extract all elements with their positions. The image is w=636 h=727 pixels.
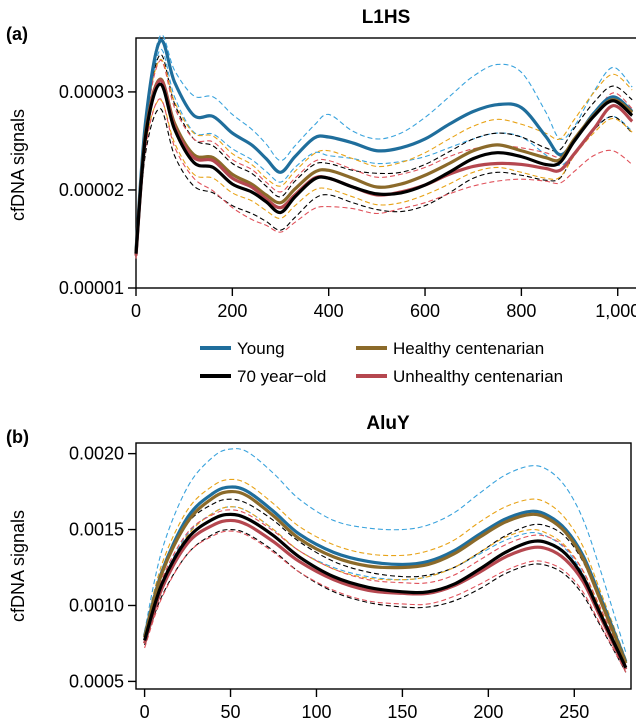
panel-a-ylabel: cfDNA signals xyxy=(8,109,28,221)
panel-b-band-lower-healthy-centenarian xyxy=(144,506,627,668)
panel-a-line-young xyxy=(134,38,634,251)
legend-item-young: Young xyxy=(200,339,285,358)
panel-b-plot-frame xyxy=(135,442,632,690)
panel-b-band-upper-healthy-centenarian xyxy=(144,478,627,659)
legend-label-unhealthy-centenarian: Unhealthy centenarian xyxy=(393,367,563,386)
panel-a-x-axis: 0 200 400 600 800 1,000 xyxy=(131,288,636,321)
panel-b-x-tick-label: 200 xyxy=(473,702,503,722)
panel-b-band-lower-young xyxy=(144,506,627,667)
panel-a-x-tick-label: 400 xyxy=(314,301,344,321)
panel-a-band-lower-70-year-old xyxy=(135,108,633,257)
panel-b-line-70-year-old xyxy=(143,512,628,669)
panel-a-band-lower-unhealthy-centenarian xyxy=(135,98,633,259)
panel-b-ylabel: cfDNA signals xyxy=(8,510,28,622)
panel-b-title: AluY xyxy=(366,413,410,434)
panel-b-label: (b) xyxy=(6,427,29,447)
legend-item-healthy-centenarian: Healthy centenarian xyxy=(356,339,544,358)
panel-a-label: (a) xyxy=(6,24,28,44)
panel-b-band-upper-unhealthy-centenarian xyxy=(144,509,627,665)
panel-a-line-70-year-old xyxy=(134,82,634,254)
panel-a-x-tick-label: 800 xyxy=(506,301,536,321)
panel-b-line-healthy-centenarian xyxy=(143,489,628,664)
legend-item-unhealthy-centenarian: Unhealthy centenarian xyxy=(356,367,563,386)
panel-a-y-tick-label: 0.00001 xyxy=(59,278,124,298)
panel-b: (b) AluY cfDNA signals 0.0005 0.0010 0.001… xyxy=(6,413,632,722)
panel-a-line-healthy-centenarian xyxy=(134,77,634,253)
panel-a-band-upper-young xyxy=(135,34,633,247)
legend-label-70-year-old: 70 year−old xyxy=(237,367,326,386)
panel-b-x-axis: 0 50 100 150 200 250 xyxy=(140,689,589,722)
panel-a-band-upper-unhealthy-centenarian xyxy=(135,59,633,253)
panel-b-band-lower-unhealthy-centenarian xyxy=(144,530,627,673)
panel-b-band-lower-70-year-old xyxy=(144,529,627,673)
legend-label-healthy-centenarian: Healthy centenarian xyxy=(393,339,544,358)
panel-a-plot-frame xyxy=(135,37,636,289)
panel-a-y-tick-label: 0.00003 xyxy=(59,82,124,102)
panel-b-y-tick-label: 0.0015 xyxy=(69,520,124,540)
panel-a-x-tick-label: 1,000 xyxy=(595,301,636,321)
panel-b-y-tick-label: 0.0020 xyxy=(69,444,124,464)
panel-b-y-tick-label: 0.0010 xyxy=(69,595,124,615)
panel-a-band-upper-healthy-centenarian xyxy=(135,59,633,250)
panel-a-x-tick-label: 200 xyxy=(217,301,247,321)
panel-a-band-lower-healthy-centenarian xyxy=(135,99,633,256)
panel-a-series xyxy=(134,34,634,259)
panel-b-x-tick-label: 250 xyxy=(559,702,589,722)
panel-b-line-young xyxy=(143,485,628,663)
panel-b-x-tick-label: 100 xyxy=(301,702,331,722)
panel-a-y-axis: 0.00001 0.00002 0.00003 xyxy=(59,82,136,298)
panel-a-x-tick-label: 0 xyxy=(131,301,141,321)
panel-b-y-axis: 0.0005 0.0010 0.0015 0.0020 xyxy=(69,444,136,691)
panel-b-x-tick-label: 0 xyxy=(140,702,150,722)
panel-b-x-tick-label: 150 xyxy=(387,702,417,722)
panel-a-x-tick-label: 600 xyxy=(410,301,440,321)
panel-b-band-upper-young xyxy=(144,448,627,653)
panel-b-y-tick-label: 0.0005 xyxy=(69,671,124,691)
panel-a-y-tick-label: 0.00002 xyxy=(59,180,124,200)
legend-label-young: Young xyxy=(237,339,285,358)
panel-b-band-upper-70-year-old xyxy=(144,498,627,664)
panel-a-title: L1HS xyxy=(362,7,411,28)
panel-b-series xyxy=(143,448,628,673)
panel-b-line-unhealthy-centenarian xyxy=(143,518,628,670)
legend: Young 70 year−old Healthy centenarian Un… xyxy=(200,339,563,386)
panel-b-x-tick-label: 50 xyxy=(221,702,241,722)
panel-a: (a) L1HS cfDNA signals 0.000010.000020.0… xyxy=(6,7,636,321)
legend-item-70-year-old: 70 year−old xyxy=(200,367,326,386)
